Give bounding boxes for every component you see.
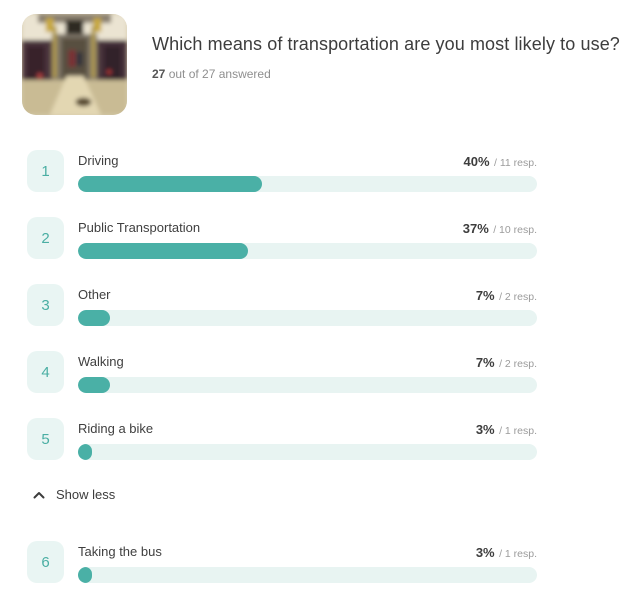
bar-fill	[78, 444, 92, 460]
bar-fill	[78, 243, 248, 259]
bar-track	[78, 444, 537, 460]
bar-fill	[78, 567, 92, 583]
percent-value: 37%	[462, 221, 489, 236]
answer-label: Driving	[78, 153, 119, 168]
question-thumbnail-bus-photo	[22, 14, 127, 115]
bar-fill	[78, 310, 111, 326]
response-count: / 2 resp.	[499, 291, 537, 303]
percent-value: 7%	[475, 355, 495, 370]
answer-row-other: 3 Other 7% / 2 resp.	[0, 284, 635, 328]
answer-body: Walking 7% / 2 resp.	[78, 351, 537, 395]
answer-row-taking-the-bus: 6 Taking the bus 3% / 1 resp.	[0, 541, 635, 585]
response-count: / 10 resp.	[493, 224, 537, 236]
bus-interior-illustration	[22, 14, 127, 115]
bar-track	[78, 567, 537, 583]
rank-badge: 4	[27, 351, 64, 393]
answer-body: Riding a bike 3% / 1 resp.	[78, 418, 537, 462]
answer-body: Other 7% / 2 resp.	[78, 284, 537, 328]
response-count: / 2 resp.	[499, 358, 537, 370]
rank-badge: 5	[27, 418, 64, 460]
bar-track	[78, 310, 537, 326]
answer-stats: 37% / 10 resp.	[463, 220, 537, 238]
response-count: / 11 resp.	[494, 157, 537, 169]
answer-stats: 3% / 1 resp.	[476, 421, 537, 439]
answer-stats: 7% / 2 resp.	[476, 354, 537, 372]
answer-body: Public Transportation 37% / 10 resp.	[78, 217, 537, 261]
answer-stats: 7% / 2 resp.	[476, 287, 537, 305]
show-less-label: Show less	[56, 487, 116, 502]
rank-badge: 1	[27, 150, 64, 192]
bar-fill	[78, 176, 262, 192]
rank-badge: 3	[27, 284, 64, 326]
answer-row-riding-a-bike: 5 Riding a bike 3% / 1 resp.	[0, 418, 635, 462]
bar-track	[78, 377, 537, 393]
answer-label: Taking the bus	[78, 544, 162, 559]
answer-label: Public Transportation	[78, 220, 201, 235]
answered-text: out of 27 answered	[165, 67, 271, 81]
percent-value: 3%	[475, 545, 495, 560]
response-count: / 1 resp.	[499, 548, 537, 560]
question-title: Which means of transportation are you mo…	[152, 34, 620, 54]
answered-count: 27	[152, 67, 166, 81]
answer-row-public-transportation: 2 Public Transportation 37% / 10 resp.	[0, 217, 635, 261]
percent-value: 3%	[475, 422, 495, 437]
show-less-toggle[interactable]: Show less	[33, 487, 115, 502]
answer-label: Riding a bike	[78, 421, 154, 436]
rank-badge: 2	[27, 217, 64, 259]
answer-body: Driving 40% / 11 resp.	[78, 150, 537, 194]
percent-value: 40%	[463, 154, 490, 169]
answer-label: Walking	[78, 354, 124, 369]
answered-summary: 27 out of 27 answered	[152, 67, 271, 81]
answer-body: Taking the bus 3% / 1 resp.	[78, 541, 537, 585]
bar-fill	[78, 377, 111, 393]
answer-row-walking: 4 Walking 7% / 2 resp.	[0, 351, 635, 395]
bar-track	[78, 176, 537, 192]
percent-value: 7%	[475, 288, 495, 303]
chevron-up-icon	[33, 491, 45, 498]
answer-stats: 40% / 11 resp.	[464, 153, 537, 171]
answer-stats: 3% / 1 resp.	[476, 544, 537, 562]
answer-row-driving: 1 Driving 40% / 11 resp.	[0, 150, 635, 194]
response-count: / 1 resp.	[499, 425, 537, 437]
answer-label: Other	[78, 287, 111, 302]
bar-track	[78, 243, 537, 259]
rank-badge: 6	[27, 541, 64, 583]
